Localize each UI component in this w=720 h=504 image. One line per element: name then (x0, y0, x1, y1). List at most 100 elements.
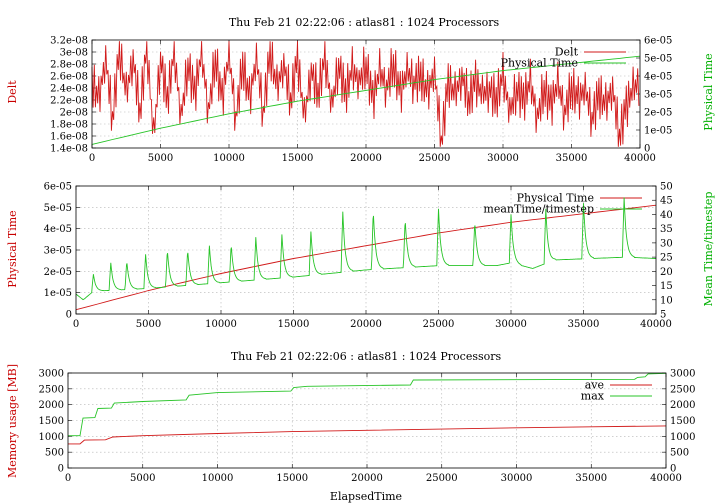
y-tick-label: 2.2e-08 (50, 96, 88, 107)
y-tick-label: 2500 (39, 384, 64, 395)
x-tick-label: 25000 (419, 153, 451, 164)
y2-tick-label: 0 (644, 144, 650, 155)
x-tick-label: 20000 (350, 319, 382, 330)
x-tick-label: 10000 (205, 319, 237, 330)
chart-delt-physical-time: Thu Feb 21 02:22:06 : atlas81 : 1024 Pro… (6, 16, 715, 164)
y-tick-label: 3e-05 (44, 246, 72, 257)
x-tick-label: 35000 (575, 473, 607, 484)
plot-frame (91, 39, 641, 149)
x-tick-label: 35000 (556, 153, 588, 164)
x-tick-label: 40000 (624, 153, 656, 164)
legend-label: Physical Time (501, 57, 578, 70)
x-tick-label: 20000 (350, 153, 382, 164)
y-tick-label: 5e-05 (44, 203, 72, 214)
y-tick-label: 1.6e-08 (50, 132, 88, 143)
y-tick-label: 4e-05 (44, 224, 72, 235)
y2-tick-label: 10 (660, 295, 673, 306)
y-tick-label: 2000 (39, 400, 64, 411)
chart-title: Thu Feb 21 02:22:06 : atlas81 : 1024 Pro… (231, 350, 502, 363)
y-tick-label: 500 (45, 448, 64, 459)
y2-tick-label: 3e-05 (644, 90, 672, 101)
legend-label: Physical Time (517, 192, 594, 205)
y-axis-label: Memory usage [MB] (6, 364, 19, 478)
x-axis-label: ElapsedTime (330, 490, 402, 503)
y-tick-label: 2.8e-08 (50, 60, 88, 71)
series-line-physical-time (75, 204, 657, 311)
y-tick-label: 6e-05 (44, 182, 72, 193)
y-axis-label: Physical Time (6, 210, 19, 287)
legend-label: ave (585, 379, 604, 392)
y-tick-label: 0 (66, 310, 72, 321)
y2-tick-label: 2e-05 (644, 108, 672, 119)
y2-tick-label: 4e-05 (644, 72, 672, 83)
x-tick-label: 5000 (136, 319, 161, 330)
y2-tick-label: 3000 (670, 369, 695, 380)
y2-tick-label: 500 (670, 448, 689, 459)
y-axis-label: Delt (6, 80, 19, 104)
series-line-physical-time (91, 55, 641, 145)
series-line-ave (68, 425, 667, 445)
x-tick-label: 5000 (148, 153, 173, 164)
x-tick-label: 40000 (640, 319, 672, 330)
x-tick-label: 35000 (568, 319, 600, 330)
y2-tick-label: 0 (670, 464, 676, 475)
y-tick-label: 1500 (39, 416, 64, 427)
y2-tick-label: 15 (660, 281, 673, 292)
y-tick-label: 2e-05 (44, 267, 72, 278)
x-tick-label: 30000 (501, 473, 533, 484)
series-line-delt (91, 41, 640, 147)
legend-label: meanTime/timestep (483, 203, 594, 216)
y2-tick-label: 2500 (670, 384, 695, 395)
y-tick-label: 0 (58, 464, 64, 475)
y2-tick-label: 20 (660, 267, 673, 278)
x-tick-label: 0 (73, 319, 79, 330)
x-tick-label: 5000 (130, 473, 155, 484)
y2-tick-label: 35 (660, 224, 673, 235)
y2-tick-label: 2000 (670, 400, 695, 411)
chart-title: Thu Feb 21 02:22:06 : atlas81 : 1024 Pro… (229, 16, 500, 29)
legend-label: max (581, 390, 605, 403)
x-tick-label: 20000 (351, 473, 383, 484)
series-line-meantime-timestep (75, 197, 656, 301)
y2-tick-label: 30 (660, 238, 673, 249)
y-tick-label: 3e-08 (60, 48, 88, 59)
x-tick-label: 15000 (282, 153, 314, 164)
y-tick-label: 1e-05 (44, 288, 72, 299)
x-tick-label: 25000 (426, 473, 458, 484)
y-tick-label: 3.2e-08 (50, 36, 88, 47)
y-tick-label: 2.4e-08 (50, 84, 88, 95)
x-tick-label: 0 (89, 153, 95, 164)
y2-tick-label: 6e-05 (644, 36, 672, 47)
y2-tick-label: 5e-05 (644, 54, 672, 65)
y2-tick-label: 1000 (670, 432, 695, 443)
y2-axis-label: Physical Time (702, 53, 715, 130)
y2-tick-label: 50 (660, 182, 673, 193)
chart-memory-usage: Thu Feb 21 02:22:06 : atlas81 : 1024 Pro… (6, 350, 695, 503)
chart-physical-time-mean-timestep: Physical Time Mean Time/timestep 0 5000 10… (6, 182, 715, 331)
y-tick-label: 3000 (39, 369, 64, 380)
y-tick-label: 1000 (39, 432, 64, 443)
plot-frame (75, 185, 657, 315)
y-tick-label: 1.8e-08 (50, 120, 88, 131)
x-tick-label: 15000 (276, 473, 308, 484)
y2-tick-label: 5 (660, 310, 666, 321)
y-tick-label: 2e-08 (60, 108, 88, 119)
y-tick-label: 1.4e-08 (50, 144, 88, 155)
x-tick-label: 10000 (213, 153, 245, 164)
x-tick-label: 15000 (278, 319, 310, 330)
y2-axis-label: Mean Time/timestep (702, 192, 715, 307)
series-line-max (68, 372, 667, 437)
y-tick-label: 2.6e-08 (50, 72, 88, 83)
x-tick-label: 25000 (423, 319, 455, 330)
y2-tick-label: 1e-05 (644, 126, 672, 137)
y2-tick-label: 25 (660, 253, 673, 264)
x-tick-label: 0 (65, 473, 71, 484)
legend-label: Delt (555, 46, 579, 59)
y2-tick-label: 45 (660, 196, 673, 207)
x-tick-label: 40000 (650, 473, 682, 484)
y2-tick-label: 40 (660, 210, 673, 221)
x-tick-label: 10000 (202, 473, 234, 484)
x-tick-label: 30000 (495, 319, 527, 330)
x-tick-label: 30000 (487, 153, 519, 164)
